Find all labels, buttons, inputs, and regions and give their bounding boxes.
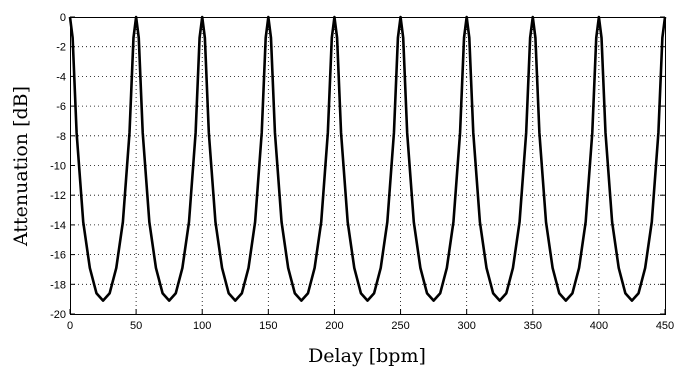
y-tick-labels: 0 -2 -4 -6 -8 -10 -12 -14 -16 -18 -20 <box>50 12 66 321</box>
x-tick-label: 400 <box>590 320 608 332</box>
x-tick-label: 350 <box>524 320 542 332</box>
x-tick-label: 450 <box>656 320 674 332</box>
x-axis-label: Delay [bpm] <box>308 345 426 367</box>
x-tick-label: 50 <box>130 320 142 332</box>
x-tick-label: 300 <box>457 320 475 332</box>
y-tick-label: -10 <box>50 161 66 173</box>
grid-lines <box>70 17 665 314</box>
attenuation-series-line <box>68 15 667 302</box>
y-tick-label: 0 <box>60 12 66 24</box>
series-group <box>68 15 667 302</box>
y-tick-label: -14 <box>50 220 66 232</box>
x-tick-label: 100 <box>193 320 211 332</box>
y-axis-label: Attenuation [dB] <box>10 86 32 247</box>
y-tick-label: -2 <box>56 42 66 54</box>
y-tick-label: -16 <box>50 250 66 262</box>
y-tick-label: -20 <box>50 309 66 321</box>
x-tick-labels: 0 50 100 150 200 250 300 350 400 450 <box>67 320 674 332</box>
plot-frame <box>70 17 666 315</box>
x-tick-label: 250 <box>391 320 409 332</box>
x-tick-label: 150 <box>259 320 277 332</box>
y-tick-label: -4 <box>56 71 66 83</box>
y-tick-label: -12 <box>50 190 66 202</box>
tick-marks <box>69 16 666 315</box>
x-tick-label: 0 <box>67 320 73 332</box>
y-tick-label: -18 <box>50 279 66 291</box>
y-tick-label: -8 <box>56 131 66 143</box>
x-tick-label: 200 <box>325 320 343 332</box>
y-tick-label: -6 <box>56 101 66 113</box>
